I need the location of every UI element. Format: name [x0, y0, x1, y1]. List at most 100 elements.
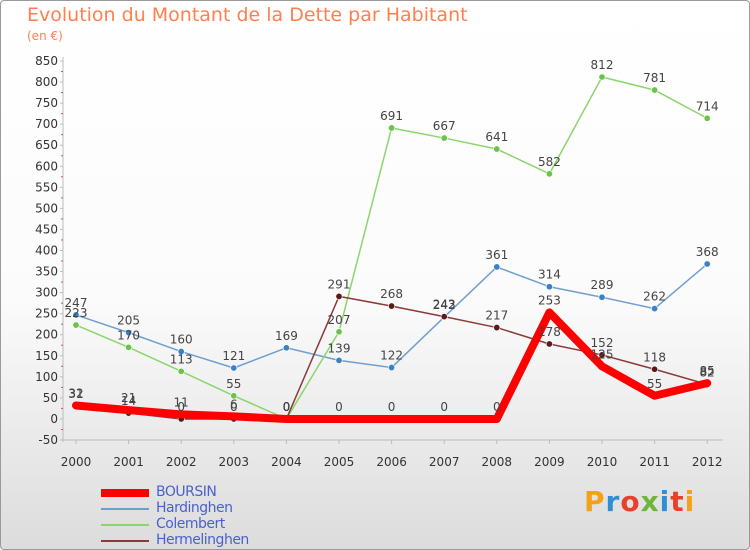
x-tick-label: 2009	[534, 455, 565, 469]
data-point-hermelinghen	[493, 324, 501, 332]
data-label-hardinghen: 247	[65, 296, 88, 310]
data-point-hardinghen	[651, 305, 659, 313]
data-label-hermelinghen: 217	[485, 309, 508, 323]
data-label-hardinghen: 139	[328, 341, 351, 355]
data-point-boursin	[282, 415, 290, 423]
data-point-colembert	[230, 392, 238, 400]
data-point-hardinghen	[598, 293, 606, 301]
data-point-colembert	[335, 328, 343, 336]
data-label-colembert: 55	[226, 377, 241, 391]
data-label-hermelinghen: 178	[538, 325, 561, 339]
y-tick-label: 750	[35, 96, 58, 110]
data-point-hardinghen	[335, 356, 343, 364]
data-label-hardinghen: 361	[485, 248, 508, 262]
y-tick-label: 400	[35, 244, 58, 258]
data-point-boursin	[230, 412, 238, 420]
x-tick-label: 2008	[482, 455, 513, 469]
legend-label: Hermelinghen	[156, 532, 249, 548]
data-point-colembert	[493, 145, 501, 153]
data-label-boursin: 0	[283, 400, 291, 414]
data-point-hermelinghen	[598, 351, 606, 359]
legend-swatch	[101, 508, 149, 510]
logo-letter: x	[640, 485, 660, 518]
data-label-colembert: 667	[433, 119, 456, 133]
data-point-hardinghen	[545, 283, 553, 291]
data-label-boursin: 125	[591, 347, 614, 361]
data-point-hardinghen	[282, 344, 290, 352]
legend-label: BOURSIN	[156, 484, 217, 500]
data-label-colembert: 714	[696, 99, 719, 113]
y-tick-label: 200	[35, 328, 58, 342]
y-tick-label: 850	[35, 54, 58, 68]
data-point-colembert	[177, 367, 185, 375]
data-label-hermelinghen: 0	[177, 400, 185, 414]
x-tick-label: 2012	[692, 455, 723, 469]
data-label-hardinghen: 122	[380, 349, 403, 363]
data-label-hardinghen: 205	[117, 314, 140, 328]
data-label-colembert: 223	[65, 306, 88, 320]
data-label-boursin: 85	[700, 364, 715, 378]
logo-letter: i	[659, 485, 671, 518]
y-tick-label: 0	[50, 412, 58, 426]
x-tick-label: 2002	[166, 455, 197, 469]
data-label-boursin: 32	[68, 386, 83, 400]
data-point-hermelinghen	[440, 313, 448, 321]
data-label-hardinghen: 368	[696, 245, 719, 259]
data-point-hardinghen	[703, 260, 711, 268]
y-tick-label: -50	[38, 433, 58, 447]
legend-swatch	[101, 524, 149, 526]
data-point-hermelinghen	[335, 292, 343, 300]
y-tick-label: 50	[43, 391, 58, 405]
data-point-colembert	[72, 321, 80, 329]
data-label-hermelinghen: 243	[433, 298, 456, 312]
data-label-hardinghen: 121	[222, 349, 245, 363]
x-tick-label: 2003	[219, 455, 250, 469]
data-label-boursin: 0	[335, 400, 343, 414]
y-tick-label: 800	[35, 75, 58, 89]
logo-letter: o	[620, 485, 641, 518]
data-point-boursin	[440, 415, 448, 423]
data-point-boursin	[335, 415, 343, 423]
x-tick-label: 2007	[429, 455, 460, 469]
data-point-colembert	[388, 124, 396, 132]
data-label-hardinghen: 242	[433, 298, 456, 312]
data-point-colembert	[598, 73, 606, 81]
x-tick-label: 2000	[61, 455, 92, 469]
data-point-hermelinghen	[545, 340, 553, 348]
data-label-hardinghen: 169	[275, 329, 298, 343]
data-point-boursin	[72, 401, 80, 409]
data-label-hardinghen: 160	[170, 333, 193, 347]
data-point-boursin	[545, 308, 553, 316]
y-tick-label: 500	[35, 201, 58, 215]
data-point-colembert	[703, 114, 711, 122]
data-label-hermelinghen: 152	[591, 336, 614, 350]
data-label-hermelinghen: 118	[643, 350, 666, 364]
legend-swatch	[101, 540, 149, 542]
data-point-hermelinghen	[651, 365, 659, 373]
data-label-boursin: 0	[440, 400, 448, 414]
data-point-boursin	[177, 410, 185, 418]
logo-letter: i	[684, 485, 696, 518]
y-tick-label: 450	[35, 222, 58, 236]
data-label-colembert: 207	[328, 313, 351, 327]
data-point-colembert	[651, 86, 659, 94]
chart-axes: -500501001502002503003504004505005506006…	[35, 54, 723, 469]
data-label-colembert: 113	[170, 352, 193, 366]
data-point-boursin	[388, 415, 396, 423]
data-point-boursin	[651, 392, 659, 400]
y-tick-label: 600	[35, 159, 58, 173]
logo-letter: t	[670, 485, 685, 518]
data-label-colembert: 812	[591, 58, 614, 72]
x-tick-label: 2005	[324, 455, 355, 469]
data-label-colembert: 170	[117, 328, 140, 342]
data-label-hardinghen: 262	[643, 290, 666, 304]
data-label-hermelinghen: 31	[68, 387, 83, 401]
data-label-boursin: 0	[493, 400, 501, 414]
data-label-hermelinghen: 0	[283, 400, 291, 414]
data-label-colembert: 691	[380, 109, 403, 123]
data-label-hermelinghen: 268	[380, 287, 403, 301]
data-label-hermelinghen: 0	[230, 400, 238, 414]
data-label-hermelinghen: 82	[700, 365, 715, 379]
x-tick-label: 2006	[376, 455, 407, 469]
